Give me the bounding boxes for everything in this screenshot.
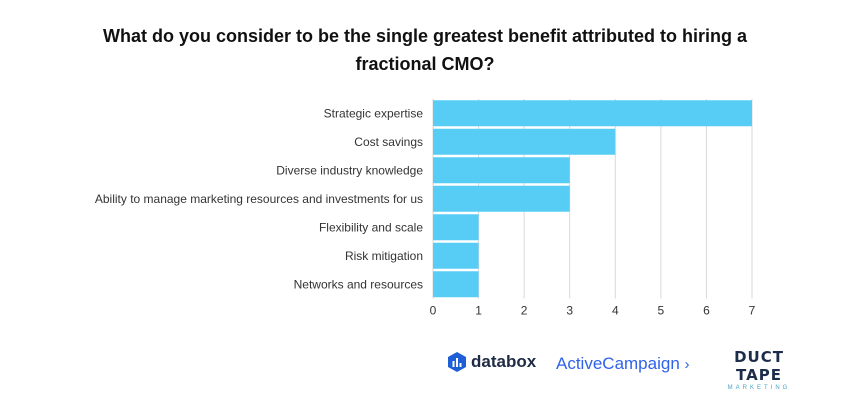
chevron-right-icon: › [684,356,690,373]
activecampaign-logo-text: ActiveCampaign [556,354,680,373]
bar [433,100,752,127]
bar [433,242,479,269]
x-tick-label: 0 [430,304,437,318]
databox-logo: databox [448,352,536,372]
x-tick-label: 1 [475,304,482,318]
x-tick-label: 3 [566,304,573,318]
bar-chart: Strategic expertise Cost savings Diverse i… [95,99,756,318]
duct-tape-marketing-logo: DUCT TAPE MARKETING [710,348,808,392]
category-label: Diverse industry knowledge [276,163,423,177]
category-label: Strategic expertise [324,106,424,120]
x-tick-label: 6 [703,304,710,318]
sponsor-logos: databox ActiveCampaign › DUCT TAPE MARKE… [448,348,808,391]
duct-tape-logo-text: DUCT TAPE [734,348,784,384]
bar [433,128,616,155]
x-tick-label: 7 [749,304,756,318]
bar [433,271,479,298]
category-label: Networks and resources [294,277,423,291]
category-label: Risk mitigation [345,249,423,263]
bar [433,214,479,241]
chart-title: What do you consider to be the single gr… [102,26,748,74]
databox-icon [448,352,466,372]
category-label: Ability to manage marketing resources an… [95,192,423,206]
databox-logo-text: databox [471,352,537,371]
bar [433,157,570,184]
x-tick-label: 5 [658,304,665,318]
category-label: Flexibility and scale [319,220,423,234]
activecampaign-logo: ActiveCampaign › [556,354,690,374]
x-tick-label: 2 [521,304,528,318]
bar [433,185,570,212]
marketing-logo-text: MARKETING [727,385,791,391]
x-tick-label: 4 [612,304,619,318]
category-label: Cost savings [354,135,423,149]
